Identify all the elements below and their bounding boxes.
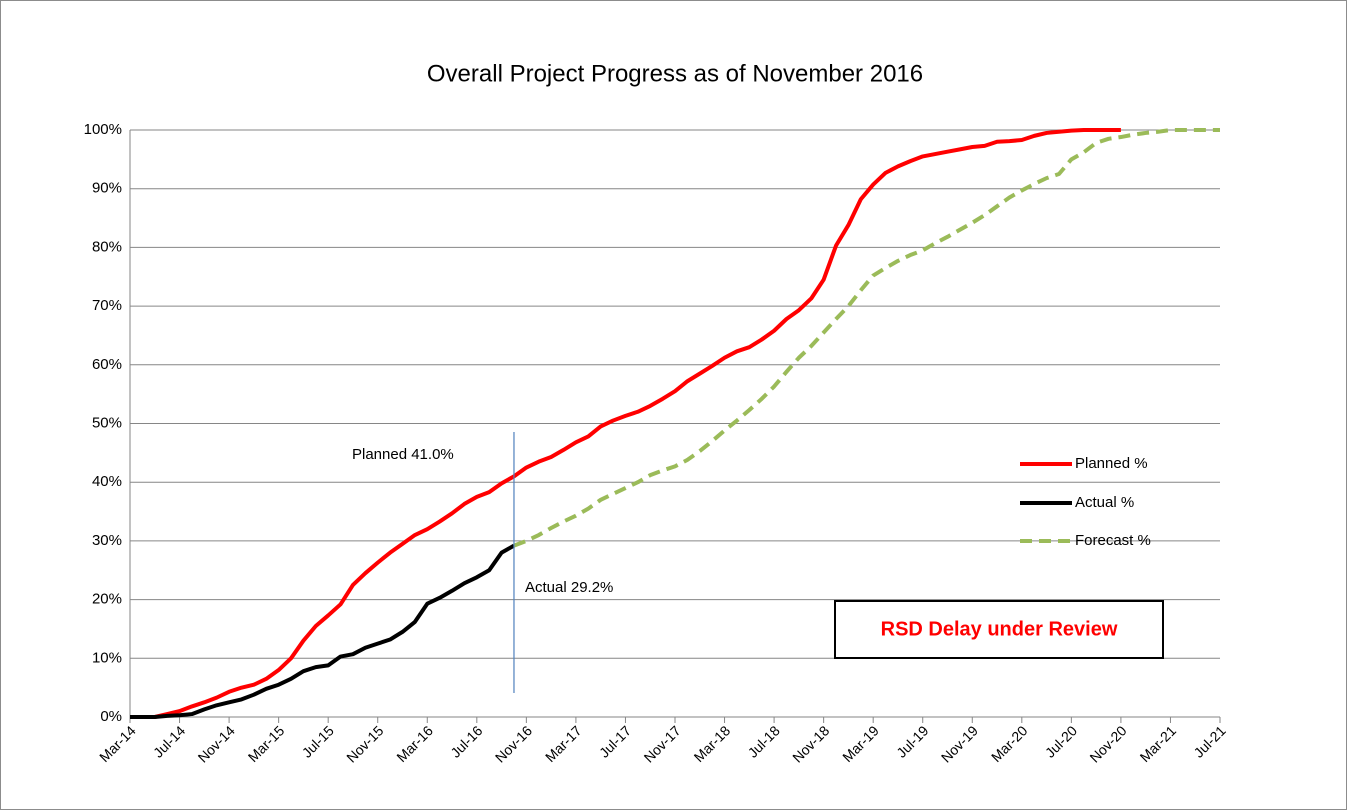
y-tick-label: 30% [92, 532, 122, 549]
review-box [834, 600, 1164, 659]
annotation: Planned 41.0% [352, 446, 454, 463]
series-line [130, 543, 515, 719]
y-tick-label: 80% [92, 238, 122, 255]
y-tick-label: 60% [92, 356, 122, 373]
legend-label: Planned % [1075, 455, 1148, 472]
chart-title: Overall Project Progress as of November … [427, 60, 923, 87]
legend-label: Forecast % [1075, 532, 1151, 549]
y-tick-label: 10% [92, 649, 122, 666]
y-tick-label: 100% [84, 121, 122, 138]
legend-label: Actual % [1075, 494, 1134, 511]
series-line [130, 128, 1121, 719]
y-tick-label: 90% [92, 180, 122, 197]
y-tick-label: 20% [92, 591, 122, 608]
series-line [513, 128, 1220, 548]
y-tick-label: 40% [92, 473, 122, 490]
y-tick-label: 50% [92, 414, 122, 431]
y-tick-label: 70% [92, 297, 122, 314]
review-text: RSD Delay under Review [881, 618, 1118, 640]
y-tick-label: 0% [100, 708, 122, 725]
annotation: Actual 29.2% [525, 579, 613, 596]
